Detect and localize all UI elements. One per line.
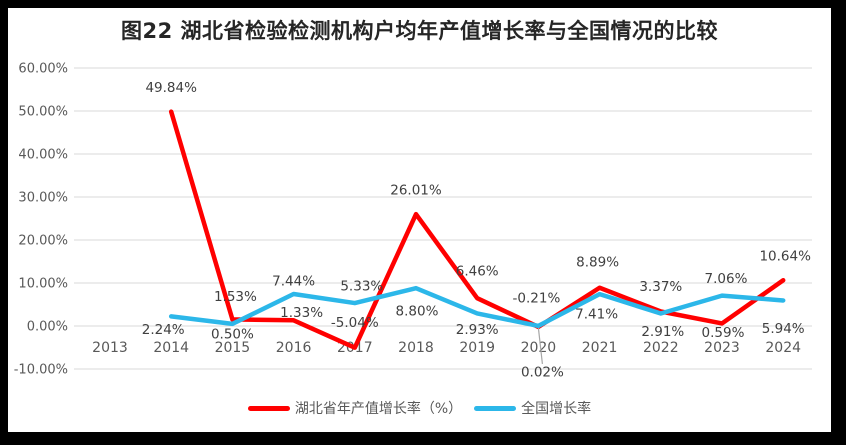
x-axis-year-label: 2022 [643,340,679,356]
data-label: -5.04% [331,315,379,331]
data-label: -0.21% [513,290,561,306]
y-axis-tick-label: -10.00% [14,363,68,378]
x-axis-year-label: 2024 [765,340,801,356]
y-axis-tick-label: 0.00% [27,320,68,335]
data-label: 3.37% [639,279,682,295]
data-label: 2.93% [456,322,499,338]
data-label: 1.33% [280,305,323,321]
x-axis-year-label: 2023 [704,340,740,356]
data-label: 10.64% [759,249,811,265]
data-label: 7.44% [272,274,315,290]
x-axis-year-label: 2019 [459,340,495,356]
data-label: 8.80% [396,304,439,320]
x-axis-year-label: 2016 [276,340,312,356]
national-series-swatch [474,405,517,411]
legend-label-national: 全国增长率 [521,401,592,417]
y-axis-tick-label: 10.00% [18,277,68,292]
data-label: 49.84% [145,80,197,96]
data-label: 6.46% [456,264,499,280]
legend-item-national: 全国增长率 [474,398,591,418]
data-label: 5.94% [762,321,805,337]
y-axis-tick-label: 50.00% [18,105,68,120]
data-label: 26.01% [390,183,442,199]
hubei-series-swatch [247,405,290,411]
data-label: 7.41% [575,307,618,323]
data-label: 1.53% [214,289,257,305]
x-axis-year-label: 2014 [153,340,189,356]
x-axis-year-label: 2021 [582,340,618,356]
chart-image: 图22 湖北省检验检测机构户均年产值增长率与全国情况的比较 60.00% 50.0… [8,8,831,432]
x-axis-year-label: 2018 [398,340,434,356]
data-label: 0.59% [702,325,745,341]
data-label: 2.91% [641,324,684,340]
data-label: 0.50% [211,326,254,342]
plot-area: 60.00% 50.00% 40.00% 30.00% 20.00% 10.00% 0.00… [14,62,812,380]
data-label-leader-line [537,327,543,364]
data-label: 0.02% [521,364,564,380]
x-axis-year-label: 2013 [92,340,128,356]
x-axis-year-label: 2020 [521,340,557,356]
data-label: 5.33% [340,279,383,295]
national-line [168,285,786,329]
y-axis-tick-label: 60.00% [18,62,68,77]
chart-title: 图22 湖北省检验检测机构户均年产值增长率与全国情况的比较 [120,19,719,43]
data-label: 7.06% [705,271,748,287]
y-axis-tick-label: 30.00% [18,191,68,206]
legend-item-hubei: 湖北省年产值增长率（%） [247,398,463,418]
data-label: 2.24% [142,322,185,338]
hubei-line [168,109,786,350]
legend-label-hubei: 湖北省年产值增长率（%） [294,401,463,417]
y-axis-tick-label: 20.00% [18,234,68,249]
data-label: 8.89% [576,254,619,270]
legend: 湖北省年产值增长率（%） 全国增长率 [8,398,831,418]
y-axis-tick-label: 40.00% [18,148,68,163]
x-axis-year-label: 2015 [215,340,251,356]
